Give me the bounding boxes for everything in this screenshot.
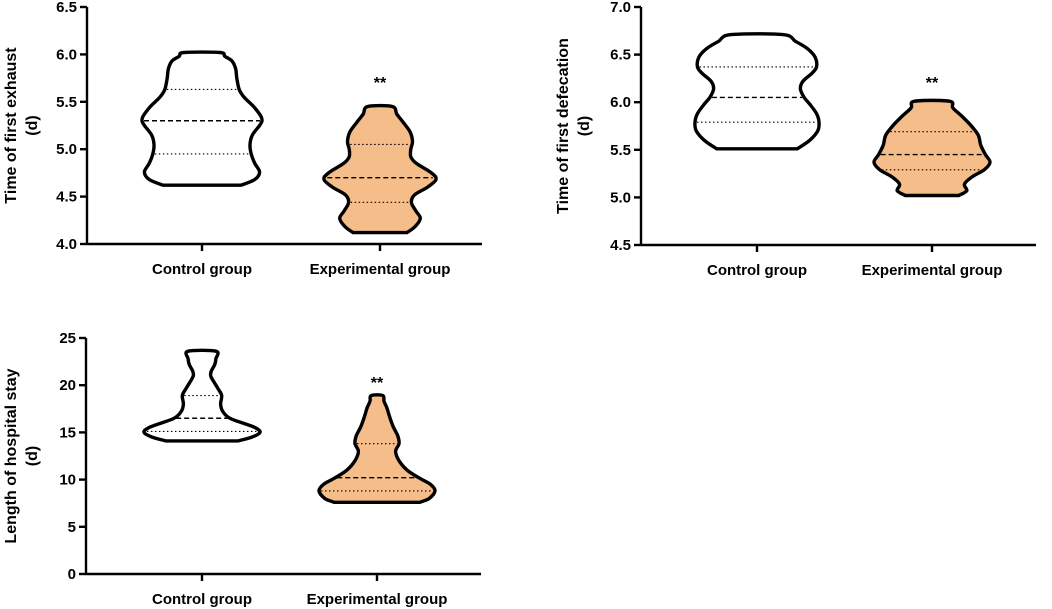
violin-control (142, 348, 262, 443)
y-tick-label: 5.5 (610, 142, 631, 159)
violin-experimental (872, 98, 992, 198)
y-tick-label: 4.5 (56, 189, 77, 206)
violin-body (317, 393, 437, 504)
y-axis-title: Time of first exhaust (3, 47, 20, 204)
y-axis-unit: (d) (24, 446, 41, 466)
y-tick-label: 5.0 (56, 141, 77, 158)
y-tick-label: 6.5 (56, 0, 77, 16)
y-axis-unit: (d) (24, 115, 41, 135)
y-axis-unit: (d) (576, 116, 593, 136)
y-tick-label: 6.0 (610, 94, 631, 111)
y-tick-label: 5.5 (56, 94, 77, 111)
violin-panel-3: 0 5 10 15 20 25 Length of hospital stay (d) Cont… (3, 330, 481, 608)
x-category-label: Experimental group (862, 262, 1003, 279)
significance-label: ** (926, 75, 939, 92)
violin-panel-1: 4.0 4.5 5.0 5.5 6.0 6.5 Time of first exhaust(… (3, 0, 482, 278)
y-tick-label: 0 (68, 566, 76, 583)
y-tick-label: 7.0 (610, 0, 631, 16)
violin-control (693, 32, 821, 151)
y-tick-label: 5.0 (610, 189, 631, 206)
y-tick-label: 20 (59, 377, 76, 394)
violin-experimental (322, 103, 438, 235)
violin-body (872, 98, 992, 198)
x-category-label: Control group (152, 591, 252, 608)
significance-label: ** (371, 375, 384, 392)
y-tick-label: 6.0 (56, 46, 77, 63)
y-axis-title: Length of hospital stay (3, 368, 20, 543)
y-tick-label: 15 (59, 424, 76, 441)
violin-experimental (317, 393, 437, 504)
y-tick-label: 10 (59, 472, 76, 489)
violin-body (693, 32, 821, 151)
violin-control (140, 50, 264, 187)
x-category-label: Control group (152, 261, 252, 278)
violin-body (140, 50, 264, 187)
x-category-label: Experimental group (310, 261, 451, 278)
y-tick-label: 6.5 (610, 47, 631, 64)
y-tick-label: 4.0 (56, 236, 77, 253)
violin-body (142, 348, 262, 443)
significance-label: ** (374, 75, 387, 92)
y-tick-label: 4.5 (610, 237, 631, 254)
y-tick-label: 5 (68, 519, 76, 536)
x-category-label: Experimental group (307, 591, 448, 608)
violin-body (322, 103, 438, 235)
x-category-label: Control group (707, 262, 807, 279)
violin-panel-2: 4.5 5.0 5.5 6.0 6.5 7.0 Time of first defecati… (555, 0, 1036, 279)
y-axis-title: Time of first defecation (555, 38, 572, 214)
y-tick-label: 25 (59, 330, 76, 347)
